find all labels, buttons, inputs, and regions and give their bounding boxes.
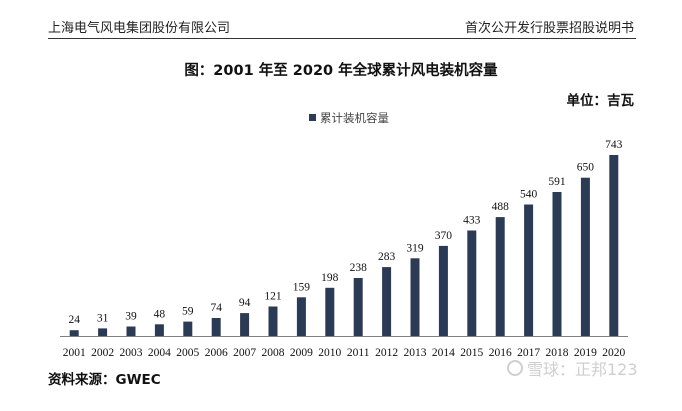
bar-2007 (240, 313, 250, 336)
x-tick-2005: 2005 (176, 347, 199, 359)
bar-2011 (353, 278, 363, 336)
x-tick-2020: 2020 (602, 347, 625, 359)
x-tick-2010: 2010 (318, 347, 341, 359)
data-label-2006: 74 (210, 302, 222, 314)
x-tick-2007: 2007 (233, 347, 256, 359)
x-tick-2004: 2004 (148, 347, 171, 359)
data-label-2012: 283 (378, 251, 396, 263)
data-label-2005: 59 (182, 306, 194, 318)
data-label-2009: 159 (293, 281, 311, 293)
data-label-2001: 24 (68, 314, 80, 326)
header-document-title: 首次公开发行股票招股说明书 (464, 21, 634, 36)
x-tick-2009: 2009 (290, 347, 313, 359)
header-company-name: 上海电气风电集团股份有限公司 (48, 21, 231, 36)
bar-2009 (296, 297, 306, 336)
data-label-2020: 743 (605, 139, 623, 151)
x-tick-2002: 2002 (91, 347, 114, 359)
bar-2015 (467, 230, 477, 336)
x-tick-2016: 2016 (489, 347, 512, 359)
x-tick-2013: 2013 (404, 347, 427, 359)
x-tick-2017: 2017 (517, 347, 540, 359)
bar-2006 (211, 318, 221, 336)
data-label-2007: 94 (239, 297, 251, 309)
x-tick-2003: 2003 (120, 347, 143, 359)
header-divider (48, 38, 636, 39)
x-tick-2019: 2019 (574, 347, 597, 359)
data-label-2019: 650 (577, 162, 595, 174)
bar-2001 (69, 330, 79, 336)
data-label-2003: 39 (125, 311, 137, 323)
x-tick-2011: 2011 (347, 347, 370, 359)
legend-swatch (309, 114, 316, 121)
bar-2008 (268, 306, 278, 336)
watermark-text: 雪球：正邦123 (527, 360, 638, 379)
bar-2016 (495, 217, 505, 336)
snowball-logo-icon (507, 360, 523, 376)
bar-2013 (410, 258, 420, 336)
data-label-2015: 433 (463, 215, 481, 227)
legend-label: 累计装机容量 (320, 111, 389, 125)
bar-2002 (98, 328, 108, 336)
unit-label: 单位：吉瓦 (566, 93, 635, 109)
data-label-2002: 31 (97, 312, 109, 324)
x-tick-2006: 2006 (205, 347, 228, 359)
x-tick-2015: 2015 (460, 347, 483, 359)
chart-legend: 累计装机容量 (309, 111, 389, 125)
data-label-2018: 591 (548, 176, 566, 188)
bar-2020 (609, 155, 619, 336)
bar-2010 (325, 287, 335, 336)
data-label-2013: 319 (406, 242, 424, 254)
data-label-2010: 198 (321, 272, 339, 284)
bar-2018 (552, 192, 562, 336)
bar-2017 (524, 204, 534, 336)
chart-title: 图：2001 年至 2020 年全球累计风电装机容量 (184, 63, 498, 79)
bar-2004 (154, 324, 164, 336)
bar-2005 (183, 321, 193, 336)
x-tick-2014: 2014 (432, 347, 455, 359)
x-tick-2001: 2001 (63, 347, 86, 359)
data-label-2014: 370 (435, 230, 453, 242)
source-note: 资料来源：GWEC (48, 372, 161, 388)
bar-2003 (126, 326, 136, 336)
bar-2019 (580, 177, 590, 336)
data-label-2011: 238 (350, 262, 368, 274)
bar-2014 (438, 245, 448, 336)
data-label-2017: 540 (520, 189, 538, 201)
bar-2012 (382, 267, 392, 336)
x-tick-2018: 2018 (546, 347, 569, 359)
x-tick-2008: 2008 (262, 347, 285, 359)
x-tick-2012: 2012 (375, 347, 398, 359)
data-label-2008: 121 (264, 291, 282, 303)
watermark: 雪球：正邦123 (507, 356, 638, 380)
data-label-2004: 48 (154, 308, 166, 320)
data-label-2016: 488 (492, 201, 510, 213)
